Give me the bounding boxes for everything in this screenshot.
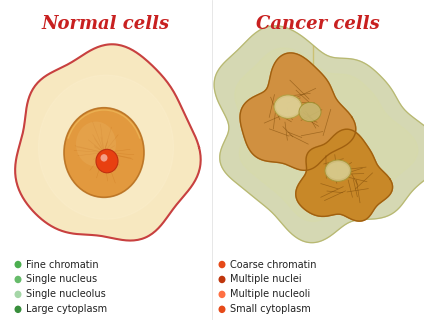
Polygon shape <box>15 44 201 241</box>
Polygon shape <box>235 48 418 221</box>
Circle shape <box>100 154 108 162</box>
Ellipse shape <box>299 102 321 122</box>
Text: Fine chromatin: Fine chromatin <box>26 260 99 269</box>
Ellipse shape <box>274 95 302 118</box>
Text: Single nucleolus: Single nucleolus <box>26 289 106 300</box>
Text: Coarse chromatin: Coarse chromatin <box>230 260 316 269</box>
Ellipse shape <box>327 162 349 179</box>
Circle shape <box>14 306 22 313</box>
Text: Large cytoplasm: Large cytoplasm <box>26 304 107 314</box>
Text: Single nucleus: Single nucleus <box>26 275 97 284</box>
Circle shape <box>96 149 118 173</box>
Ellipse shape <box>325 160 351 181</box>
Ellipse shape <box>76 122 116 166</box>
Circle shape <box>218 276 226 283</box>
Polygon shape <box>240 53 356 170</box>
Ellipse shape <box>276 97 300 116</box>
Text: Cancer cells: Cancer cells <box>256 15 380 33</box>
Circle shape <box>14 261 22 268</box>
Circle shape <box>218 291 226 298</box>
Circle shape <box>14 291 22 298</box>
Text: Normal cells: Normal cells <box>42 15 170 33</box>
Text: Small cytoplasm: Small cytoplasm <box>230 304 311 314</box>
Ellipse shape <box>64 108 144 197</box>
Circle shape <box>218 261 226 268</box>
Polygon shape <box>296 129 393 221</box>
Circle shape <box>218 306 226 313</box>
Polygon shape <box>39 75 173 219</box>
Text: Multiple nucleoli: Multiple nucleoli <box>230 289 310 300</box>
Text: Multiple nuclei: Multiple nuclei <box>230 275 301 284</box>
Circle shape <box>14 276 22 283</box>
Polygon shape <box>214 26 424 243</box>
